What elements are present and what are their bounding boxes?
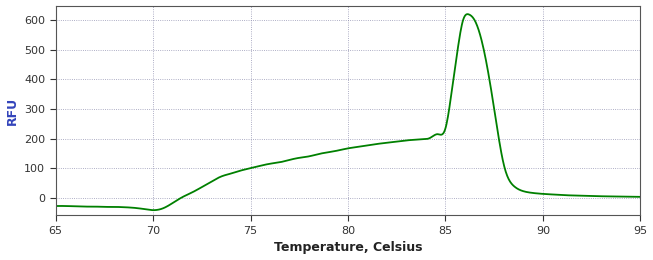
X-axis label: Temperature, Celsius: Temperature, Celsius	[274, 242, 422, 255]
Y-axis label: RFU: RFU	[6, 96, 18, 125]
